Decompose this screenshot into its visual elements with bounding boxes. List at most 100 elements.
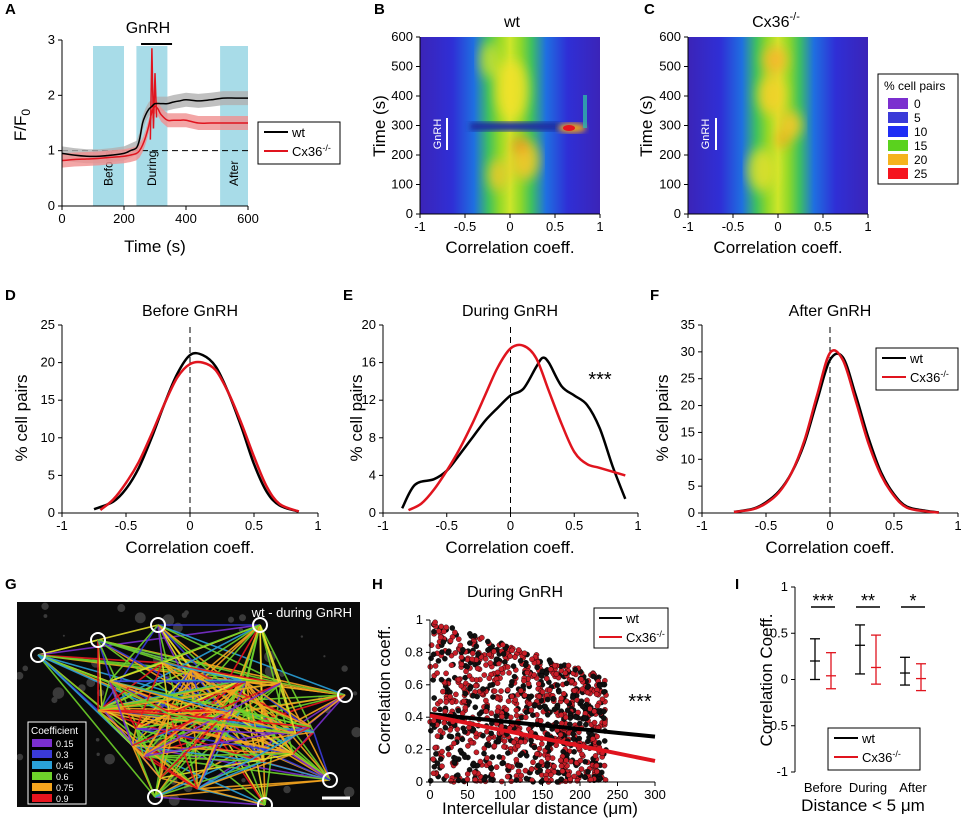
scatter-point — [563, 698, 570, 705]
scatter-point — [475, 651, 481, 657]
scatter-point — [488, 765, 494, 772]
correlation-edge — [108, 680, 134, 746]
scatter-point — [515, 743, 521, 749]
significance-stars: * — [909, 591, 916, 611]
panel-i-ytick-label: -0.5 — [766, 718, 788, 733]
scatter-point — [599, 696, 606, 703]
panel-h-ytick-label: 0.4 — [405, 709, 423, 724]
scatter-point — [543, 776, 550, 782]
panel-h-xlabel: Intercellular distance (μm) — [442, 799, 638, 818]
scatter-point — [538, 759, 545, 765]
coefficient-swatch — [32, 783, 52, 791]
legend-wt: wt — [861, 731, 875, 746]
panel-b-ytick-label: 400 — [391, 88, 413, 103]
correlation-edge — [196, 681, 247, 790]
panel-i-category-label: Before — [804, 780, 842, 795]
panel-h-ytick-label: 0.8 — [405, 644, 423, 659]
scatter-point — [577, 720, 583, 727]
scatter-point — [579, 703, 586, 710]
correlation-edge — [101, 662, 163, 709]
scatter-point — [565, 662, 572, 669]
scatter-point — [439, 748, 445, 755]
background-cell — [239, 614, 246, 622]
colorbar-label: 15 — [914, 139, 928, 153]
scatter-point — [481, 745, 488, 752]
scatter-point — [435, 658, 442, 664]
scatter-point — [431, 628, 437, 635]
panel-c-title: Cx36-/- — [752, 11, 800, 31]
scatter-point — [513, 707, 520, 714]
scatter-point — [590, 673, 596, 680]
scatter-point — [537, 704, 543, 710]
scatter-point — [592, 753, 599, 759]
panel-d-ytick-label: 5 — [48, 467, 55, 482]
scatter-point — [544, 712, 551, 718]
panel-c-ytick-label: 300 — [659, 118, 681, 133]
panel-i-ytick-label: 1 — [781, 579, 788, 594]
scatter-point — [488, 710, 495, 717]
scatter-point — [552, 662, 558, 669]
panel-h-xtick-label: 0 — [426, 787, 433, 802]
background-cell — [343, 786, 355, 798]
trace-cx36-sem-band — [62, 99, 248, 168]
scatter-point — [442, 724, 449, 731]
cell-node — [90, 632, 106, 648]
scatter-point — [579, 686, 586, 692]
scatter-point — [465, 743, 471, 749]
background-cell — [95, 737, 100, 742]
coefficient-label: 0.3 — [56, 750, 69, 760]
scatter-point — [602, 777, 609, 783]
scatter-point — [570, 736, 577, 742]
scatter-point — [467, 631, 473, 637]
panel-a-ylabel: F/F0 — [11, 109, 33, 142]
scatter-point — [509, 647, 515, 654]
panel-d-xtick-label: 0 — [186, 518, 193, 533]
scatter-point — [437, 706, 443, 713]
scatter-point — [437, 634, 444, 641]
correlation-edge — [196, 711, 229, 790]
correlation-edge — [259, 624, 315, 733]
correlation-edge — [159, 681, 247, 779]
scatter-point — [480, 732, 486, 739]
scatter-point — [543, 706, 550, 713]
cell-node — [337, 687, 353, 703]
correlation-edge — [197, 726, 312, 790]
scatter-point — [513, 756, 520, 763]
correlation-edge — [143, 753, 293, 757]
panel-letter-i: I — [735, 576, 739, 593]
scatter-point — [485, 736, 492, 742]
scatter-point — [558, 695, 565, 702]
background-cell — [96, 752, 100, 756]
scatter-point — [485, 638, 491, 645]
correlation-edge — [168, 681, 247, 715]
correlation-edge — [244, 624, 261, 683]
correlation-edge — [135, 662, 164, 729]
panel-f-ytick-label: 20 — [681, 398, 695, 413]
background-cell — [134, 612, 146, 624]
scatter-point — [530, 712, 536, 718]
scatter-point — [578, 676, 584, 683]
scatter-point — [487, 660, 494, 666]
panel-e-ytick-label: 16 — [362, 355, 376, 370]
panel-b-ylabel: Time (s) — [370, 95, 389, 157]
scatter-point — [434, 733, 441, 739]
panel-d-ytick-label: 0 — [48, 505, 55, 520]
panel-i-category-label: After — [899, 780, 927, 795]
scatter-point — [486, 675, 493, 682]
scatter-point — [462, 754, 468, 760]
scatter-point — [559, 768, 566, 774]
background-cell — [22, 665, 29, 672]
colorbar-label: 20 — [914, 153, 928, 167]
scatter-point — [440, 639, 447, 645]
correlation-edge — [197, 753, 294, 790]
scatter-point — [464, 664, 470, 670]
scatter-point — [535, 681, 542, 687]
panel-i-errorbar: -1 -0.5 0 0.5 1 Before *** During ** After * wt Cx… — [757, 579, 927, 815]
scatter-point — [485, 647, 491, 653]
correlation-edge — [143, 717, 206, 757]
scatter-point — [534, 664, 540, 671]
panel-h-xtick-label: 150 — [532, 787, 554, 802]
scatter-point — [551, 706, 558, 713]
scatter-point — [473, 643, 480, 650]
scatter-point — [479, 634, 485, 641]
